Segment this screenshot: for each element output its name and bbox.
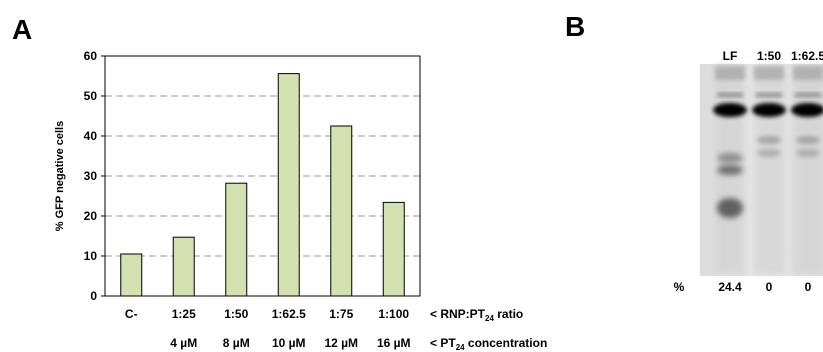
ratio-row-label: < RNP:PT24 ratio xyxy=(430,307,523,323)
gel-faint-band xyxy=(796,149,820,157)
concentration-label: 4 µM xyxy=(170,336,197,350)
gel-cleavage-band xyxy=(717,198,743,218)
concentration-label: 10 µM xyxy=(272,336,306,350)
gel-lane-label: 1:62.5 xyxy=(791,49,823,63)
x-tick-label: C- xyxy=(125,307,138,321)
gel-lane-label: LF xyxy=(723,49,738,63)
y-tick-label: 10 xyxy=(84,249,98,263)
x-tick-label: 1:50 xyxy=(224,307,248,321)
gel-well xyxy=(754,66,784,80)
y-tick-label: 30 xyxy=(84,169,98,183)
gel-percent-labels: 24.4 0 0 xyxy=(718,280,811,294)
panel-b-label: B xyxy=(565,11,586,42)
gel-upper-band xyxy=(756,93,782,97)
gel-lane-labels: LF 1:50 1:62.5 xyxy=(723,49,823,63)
y-tick-label: 60 xyxy=(84,49,98,63)
gel-faint-band xyxy=(757,136,781,144)
gel-upper-band xyxy=(717,93,743,97)
y-tick-label: 40 xyxy=(84,129,98,143)
gel-main-band xyxy=(791,103,823,117)
x-tick-label: 1:25 xyxy=(172,307,196,321)
gel-cleavage-band xyxy=(717,153,743,163)
y-axis-label: % GFP negative cells xyxy=(54,121,66,231)
concentration-label: 16 µM xyxy=(377,336,411,350)
gel-lane-smear xyxy=(754,66,784,274)
gel-lane-label: 1:50 xyxy=(757,49,781,63)
gel-percent-value: 0 xyxy=(766,280,773,294)
concentration-row-label: < PT24 concentration xyxy=(430,336,547,352)
gel-well xyxy=(715,66,745,80)
gel-cleavage-band xyxy=(717,165,743,175)
gel-lane-smear xyxy=(793,66,823,274)
gel-main-band xyxy=(713,103,747,117)
panel-a-label: A xyxy=(12,14,33,45)
gel-lanes xyxy=(713,66,823,274)
y-tick-labels: 0 10 20 30 40 50 60 xyxy=(84,49,105,303)
concentration-labels: 4 µM 8 µM 10 µM 12 µM 16 µM xyxy=(170,336,410,350)
y-tick-label: 0 xyxy=(90,289,97,303)
x-tick-label: 1:75 xyxy=(329,307,353,321)
y-tick-label: 50 xyxy=(84,89,98,103)
gel-faint-band xyxy=(796,136,820,144)
x-tick-label: 1:62.5 xyxy=(272,307,306,321)
gel-percent-value: 0 xyxy=(805,280,812,294)
concentration-label: 8 µM xyxy=(223,336,250,350)
gel-main-band xyxy=(752,103,786,117)
gel-faint-band xyxy=(757,149,781,157)
y-tick-label: 20 xyxy=(84,209,98,223)
gel-percent-row-label: % xyxy=(674,280,685,294)
x-tick-labels: C- 1:25 1:50 1:62.5 1:75 1:100 xyxy=(125,307,410,321)
gel-well xyxy=(793,66,823,80)
concentration-label: 12 µM xyxy=(324,336,358,350)
gel-upper-band xyxy=(795,93,821,97)
gel-percent-value: 24.4 xyxy=(718,280,742,294)
x-tick-label: 1:100 xyxy=(378,307,409,321)
gridlines xyxy=(105,95,420,257)
